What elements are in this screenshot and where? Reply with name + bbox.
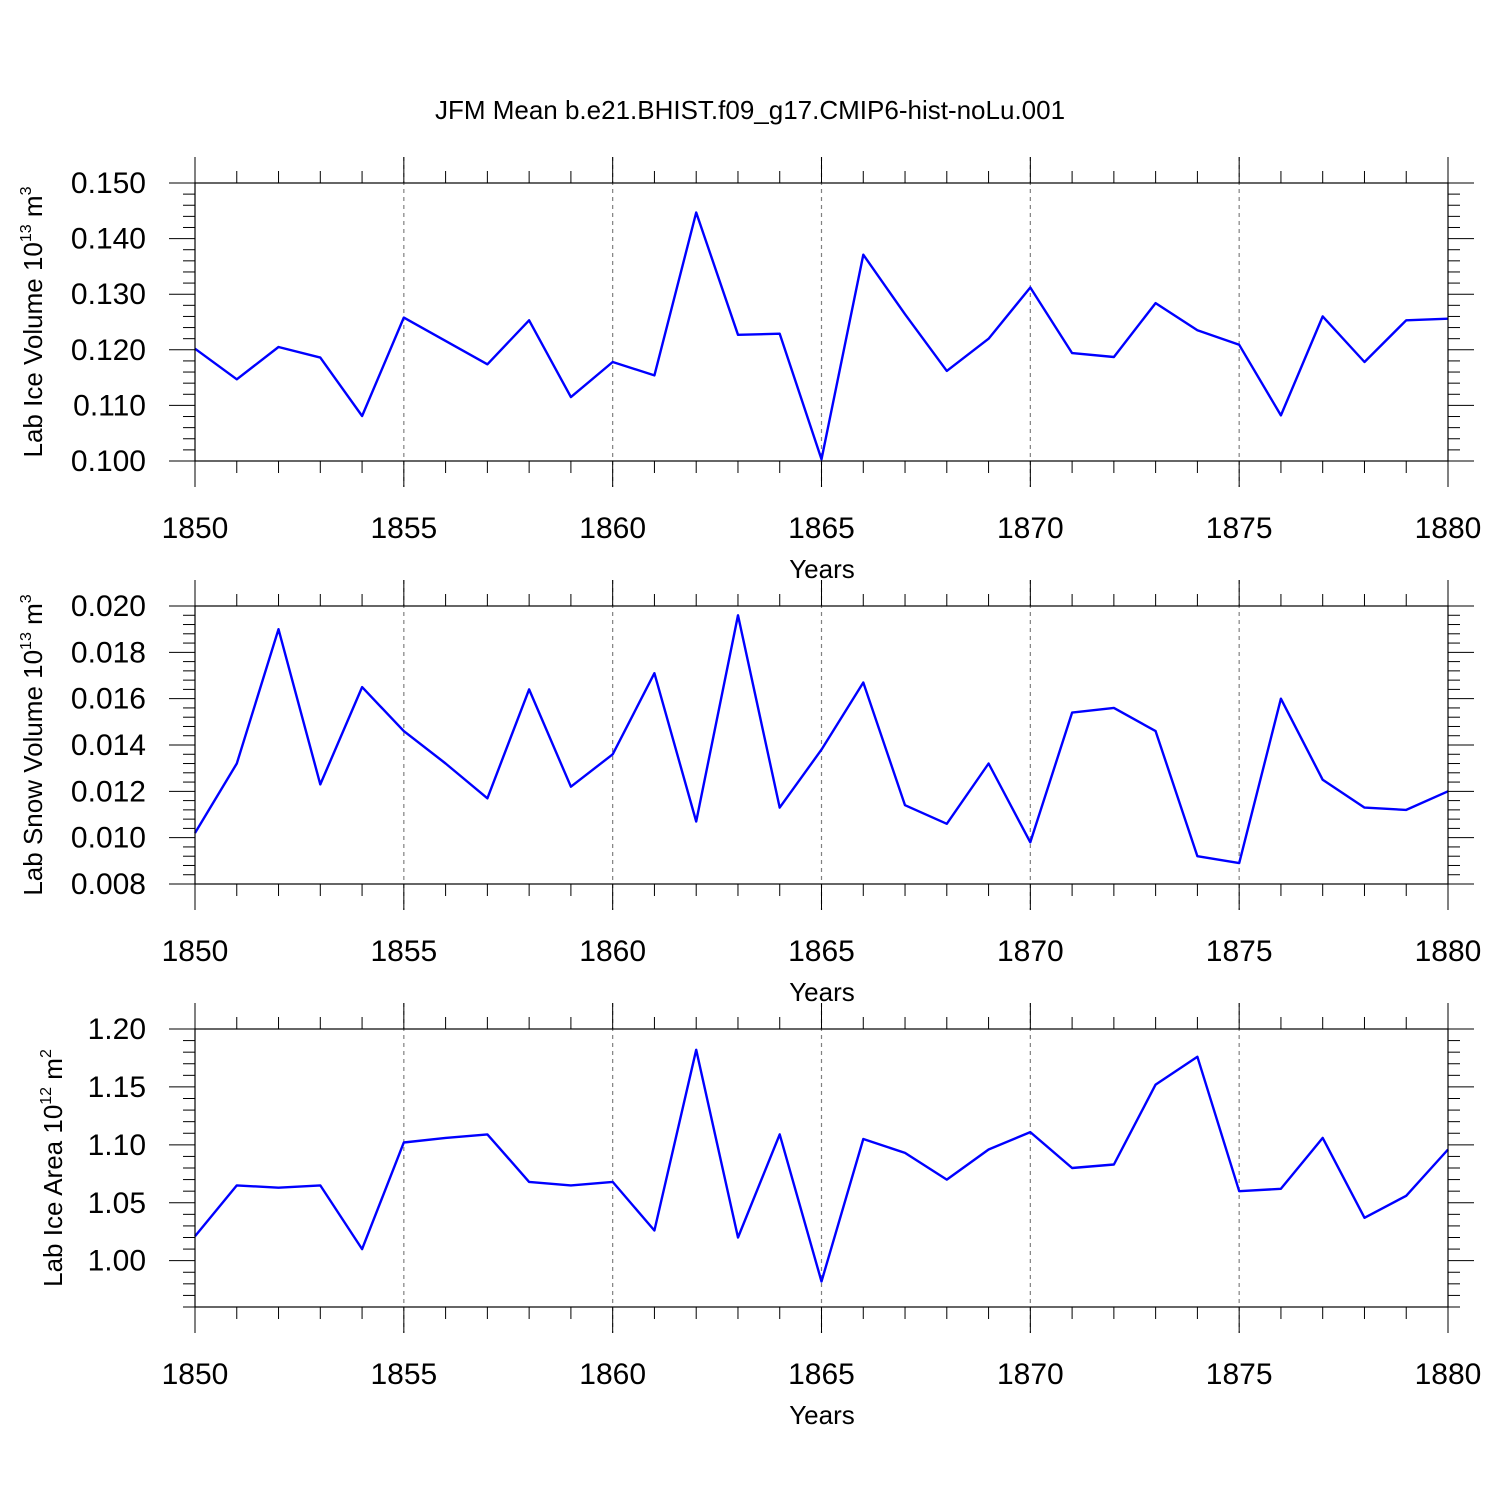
y-tick-label: 0.150 <box>71 167 146 200</box>
x-tick-label: 1850 <box>162 1358 229 1391</box>
x-tick-label: 1850 <box>162 935 229 968</box>
x-tick-label: 1875 <box>1206 512 1273 545</box>
y-tick-label: 0.016 <box>71 683 146 716</box>
y-tick-label: 1.05 <box>88 1187 146 1220</box>
x-tick-label: 1880 <box>1415 512 1482 545</box>
x-tick-label: 1865 <box>788 1358 855 1391</box>
panel-ice-volume: 0.100 0.110 0.120 0.130 0.140 0.150 1850 1855 18… <box>18 157 1481 584</box>
y-tick-label: 0.020 <box>71 590 146 623</box>
x-tick-label: 1855 <box>370 512 437 545</box>
y-tick-label: 1.10 <box>88 1129 146 1162</box>
y-tick-label: 0.008 <box>71 868 146 901</box>
y-tick-label: 0.130 <box>71 278 146 311</box>
chart-title: JFM Mean b.e21.BHIST.f09_g17.CMIP6-hist-… <box>435 95 1065 125</box>
series-line-lab-ice-area <box>194 1048 1449 1283</box>
x-tick-label: 1860 <box>579 935 646 968</box>
series-line-lab-snow-volume <box>193 614 1449 865</box>
x-tick-label: 1870 <box>997 1358 1064 1391</box>
y-tick-label: 1.20 <box>88 1013 146 1046</box>
y-tick-label: 0.010 <box>71 822 146 855</box>
y-axis-label: Lab Ice Area 1012 m2 <box>38 1049 68 1287</box>
panel-snow-volume: 0.008 0.010 0.012 0.014 0.016 0.018 0.020 1850 1… <box>18 580 1481 1007</box>
x-axis-label: Years <box>789 977 855 1007</box>
x-tick-label: 1865 <box>788 512 855 545</box>
x-tick-label: 1880 <box>1415 1358 1482 1391</box>
y-tick-label: 0.014 <box>71 729 146 762</box>
y-tick-label: 0.110 <box>73 389 146 422</box>
y-tick-label: 0.012 <box>71 775 146 808</box>
y-tick-label: 0.120 <box>71 334 146 367</box>
x-tick-label: 1880 <box>1415 935 1482 968</box>
y-tick-label: 1.00 <box>88 1245 146 1278</box>
x-tick-label: 1855 <box>370 1358 437 1391</box>
series-line-lab-ice-volume <box>194 211 1449 461</box>
y-axis-label: Lab Ice Volume 1013 m3 <box>18 186 48 457</box>
x-tick-label: 1870 <box>997 512 1064 545</box>
x-tick-label: 1875 <box>1206 1358 1273 1391</box>
y-tick-label: 0.140 <box>71 223 146 256</box>
y-axis-label: Lab Snow Volume 1013 m3 <box>18 594 48 895</box>
y-tick-label: 0.100 <box>71 445 146 478</box>
x-tick-label: 1855 <box>370 935 437 968</box>
y-tick-label: 0.018 <box>71 636 146 669</box>
x-tick-label: 1860 <box>579 1358 646 1391</box>
x-tick-label: 1850 <box>162 512 229 545</box>
x-axis-label: Years <box>789 1400 855 1430</box>
x-axis-label: Years <box>789 554 855 584</box>
panel-ice-area: 1.00 1.05 1.10 1.15 1.20 1850 1855 1860 1865 1870… <box>38 1003 1481 1430</box>
x-tick-label: 1865 <box>788 935 855 968</box>
x-tick-label: 1870 <box>997 935 1064 968</box>
x-tick-label: 1860 <box>579 512 646 545</box>
y-tick-label: 1.15 <box>88 1071 146 1104</box>
x-tick-label: 1875 <box>1206 935 1273 968</box>
